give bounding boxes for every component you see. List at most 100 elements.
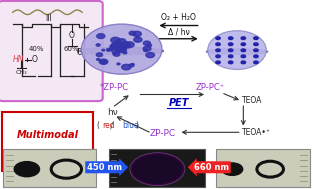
Circle shape [216, 49, 220, 52]
Text: blue: blue [123, 121, 139, 130]
Text: Multimodal: Multimodal [16, 130, 78, 140]
Circle shape [124, 45, 130, 48]
Text: red: red [103, 121, 115, 130]
Circle shape [116, 50, 119, 52]
Circle shape [117, 45, 125, 50]
Ellipse shape [80, 47, 164, 55]
Circle shape [131, 154, 183, 185]
Circle shape [111, 43, 119, 48]
FancyBboxPatch shape [2, 112, 93, 171]
Circle shape [143, 49, 148, 52]
Circle shape [241, 49, 246, 52]
Circle shape [216, 37, 220, 40]
Ellipse shape [206, 49, 268, 54]
Circle shape [216, 43, 220, 46]
Text: ZP-PC⁺: ZP-PC⁺ [196, 83, 225, 92]
Circle shape [228, 55, 233, 58]
Text: 60%: 60% [63, 46, 79, 52]
Circle shape [101, 60, 107, 64]
Circle shape [254, 49, 258, 52]
Circle shape [123, 52, 127, 54]
Circle shape [115, 45, 124, 50]
Circle shape [113, 52, 120, 56]
Bar [216, 149, 310, 187]
Circle shape [228, 37, 233, 40]
Circle shape [216, 61, 220, 64]
Circle shape [241, 61, 246, 64]
Circle shape [146, 53, 155, 58]
Circle shape [129, 31, 136, 35]
Text: CH₃: CH₃ [16, 70, 27, 75]
Text: 450 nm: 450 nm [87, 163, 122, 172]
Circle shape [134, 37, 142, 42]
Circle shape [228, 49, 233, 52]
Circle shape [116, 50, 119, 52]
Text: Δ / hν: Δ / hν [167, 28, 190, 37]
Text: /: / [108, 121, 116, 130]
Circle shape [254, 55, 258, 58]
Circle shape [125, 42, 134, 48]
Circle shape [96, 44, 100, 46]
Circle shape [129, 64, 134, 67]
Circle shape [106, 48, 111, 51]
Circle shape [111, 47, 121, 53]
Text: TEOA•⁺: TEOA•⁺ [242, 128, 271, 137]
Text: (: ( [97, 121, 100, 130]
Text: O: O [69, 31, 75, 40]
Circle shape [254, 37, 258, 40]
Ellipse shape [81, 24, 162, 74]
Circle shape [114, 41, 122, 46]
Text: OH: OH [77, 48, 88, 57]
Text: 40%: 40% [28, 46, 44, 52]
Text: PET: PET [168, 98, 189, 108]
Circle shape [97, 58, 100, 60]
Circle shape [241, 37, 246, 40]
Circle shape [228, 61, 233, 64]
Text: (Δ / hν): (Δ / hν) [31, 149, 64, 159]
Text: 660 nm: 660 nm [194, 163, 229, 172]
Circle shape [147, 44, 152, 47]
Circle shape [216, 55, 220, 58]
Circle shape [143, 46, 151, 51]
Circle shape [117, 63, 120, 65]
Circle shape [113, 53, 116, 54]
Circle shape [14, 162, 40, 177]
Circle shape [107, 50, 110, 51]
Circle shape [111, 37, 120, 43]
Circle shape [254, 61, 258, 64]
Circle shape [136, 36, 139, 38]
Circle shape [131, 64, 134, 65]
Text: *ZP-PC: *ZP-PC [99, 83, 128, 92]
Circle shape [241, 43, 246, 46]
Circle shape [122, 64, 131, 70]
Circle shape [133, 31, 141, 36]
Circle shape [99, 59, 108, 64]
Circle shape [96, 53, 103, 57]
Circle shape [118, 39, 126, 44]
Circle shape [143, 41, 150, 45]
Circle shape [119, 46, 126, 51]
Text: III: III [46, 14, 52, 23]
Text: HN: HN [13, 55, 24, 64]
Circle shape [254, 43, 258, 46]
Text: O₂ + H₂O: O₂ + H₂O [161, 13, 196, 22]
Circle shape [228, 43, 233, 46]
Circle shape [125, 43, 130, 46]
Circle shape [117, 46, 126, 53]
Bar [109, 149, 205, 187]
Circle shape [122, 42, 129, 46]
Ellipse shape [208, 31, 266, 70]
Bar [3, 149, 96, 187]
Text: hν: hν [107, 108, 118, 117]
Text: O: O [32, 55, 38, 64]
Circle shape [120, 46, 124, 49]
Circle shape [97, 34, 105, 39]
Circle shape [113, 43, 119, 47]
FancyBboxPatch shape [0, 1, 103, 101]
Text: TEOA: TEOA [242, 96, 262, 105]
Circle shape [222, 163, 243, 175]
Text: ): ) [135, 121, 138, 130]
Circle shape [102, 49, 105, 51]
Circle shape [110, 45, 117, 49]
Circle shape [120, 47, 125, 50]
